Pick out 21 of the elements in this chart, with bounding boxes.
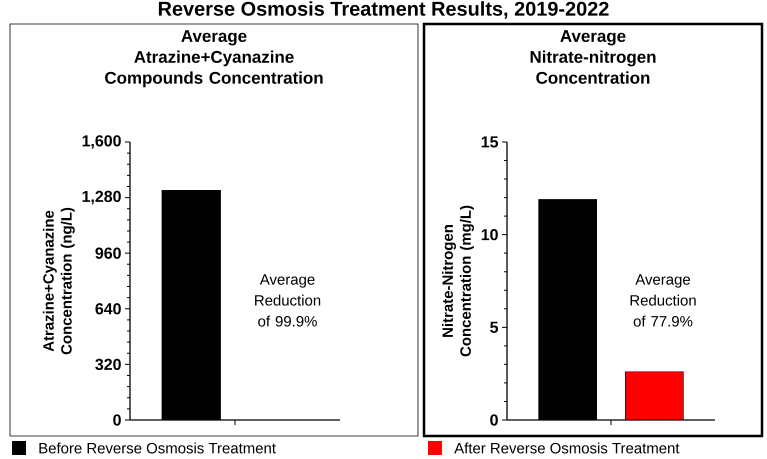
y-tick-label: 15: [482, 136, 498, 148]
y-tick-label: 640: [95, 303, 121, 314]
y-tick-label: 1,280: [82, 190, 121, 204]
chart-title: Average: [181, 30, 247, 46]
annotation: Average Reduction of 99.9%: [255, 274, 320, 327]
y-axis-title: Atrazine+Cyanazine Concentration (ng/L): [42, 208, 75, 354]
chart-subtitle: Atrazine+Cyanazine Compounds Concentration: [105, 50, 323, 88]
legend-label: After Reverse Osmosis Treatment: [454, 442, 680, 454]
legend-label: Before Reverse Osmosis Treatment: [39, 442, 276, 454]
y-tick-label: 320: [95, 358, 121, 370]
chart-title: Average: [560, 30, 626, 46]
text: Reverse Osmosis Treatment Results, 2019-2022: [158, 1, 609, 19]
y-tick-label: 5: [490, 322, 498, 333]
y-tick-label: 0: [490, 414, 498, 426]
y-tick-label: 10: [482, 229, 498, 240]
y-tick-label: 1,600: [82, 135, 121, 149]
y-tick-label: 960: [95, 248, 121, 259]
y-tick-label: 0: [113, 414, 121, 426]
chart-subtitle: Nitrate-nitrogen Concentration: [530, 50, 656, 84]
y-axis-title: Nitrate-Nitrogen Concentration (mg/L): [442, 206, 474, 356]
annotation: Average Reduction of 77.9%: [630, 274, 696, 327]
